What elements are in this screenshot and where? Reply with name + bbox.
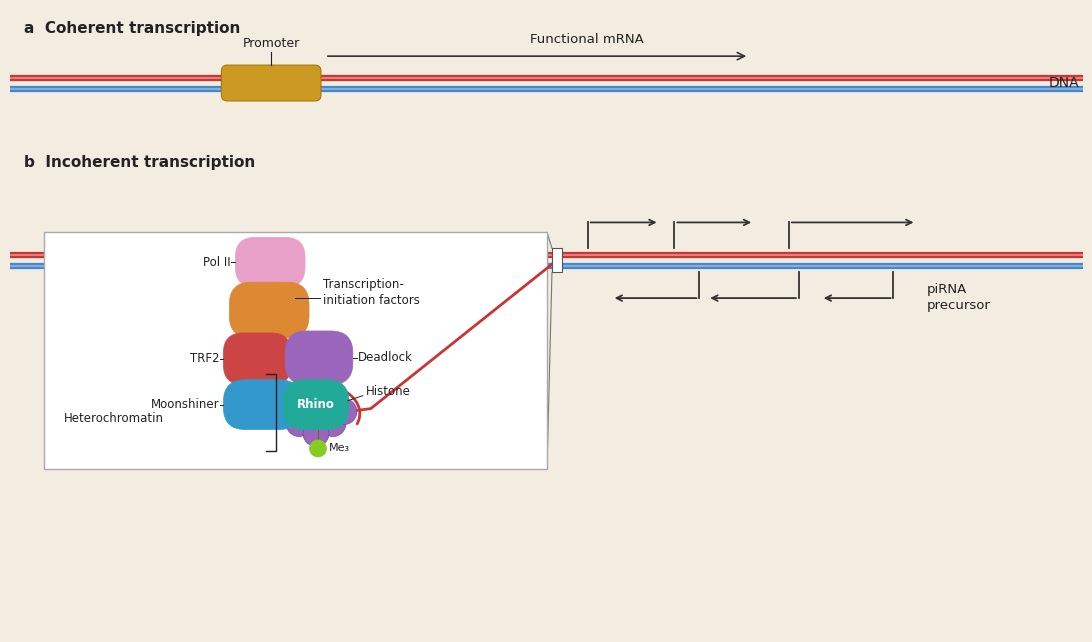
Circle shape <box>331 399 357 424</box>
Text: b  Incoherent transcription: b Incoherent transcription <box>24 155 256 169</box>
FancyBboxPatch shape <box>229 282 309 338</box>
Text: Transcription-
initiation factors: Transcription- initiation factors <box>323 277 419 307</box>
Text: TRF2: TRF2 <box>190 352 219 365</box>
FancyBboxPatch shape <box>285 331 353 385</box>
Text: Rhino: Rhino <box>297 398 335 411</box>
Text: Me₃: Me₃ <box>329 444 351 453</box>
Circle shape <box>320 411 346 437</box>
Text: Histone: Histone <box>366 385 411 398</box>
Circle shape <box>320 388 346 413</box>
Circle shape <box>310 440 327 456</box>
Circle shape <box>304 421 329 446</box>
Text: Promoter: Promoter <box>242 37 300 50</box>
Circle shape <box>286 411 312 437</box>
Text: a  Coherent transcription: a Coherent transcription <box>24 21 240 37</box>
Bar <box>551 248 562 272</box>
Text: Moonshiner: Moonshiner <box>151 398 219 411</box>
Text: Pol II: Pol II <box>203 256 230 269</box>
Text: Deadlock: Deadlock <box>358 351 413 365</box>
Text: Functional mRNA: Functional mRNA <box>530 33 643 46</box>
Circle shape <box>286 388 312 413</box>
FancyBboxPatch shape <box>283 380 348 429</box>
Text: piRNA
precursor: piRNA precursor <box>926 282 990 311</box>
Circle shape <box>304 379 329 404</box>
FancyBboxPatch shape <box>236 238 305 287</box>
FancyBboxPatch shape <box>224 380 301 429</box>
Circle shape <box>275 399 301 424</box>
Text: Heterochromatin: Heterochromatin <box>64 412 164 425</box>
Text: DNA: DNA <box>1049 76 1080 90</box>
FancyBboxPatch shape <box>224 333 292 385</box>
FancyBboxPatch shape <box>44 232 547 469</box>
FancyBboxPatch shape <box>222 65 321 101</box>
